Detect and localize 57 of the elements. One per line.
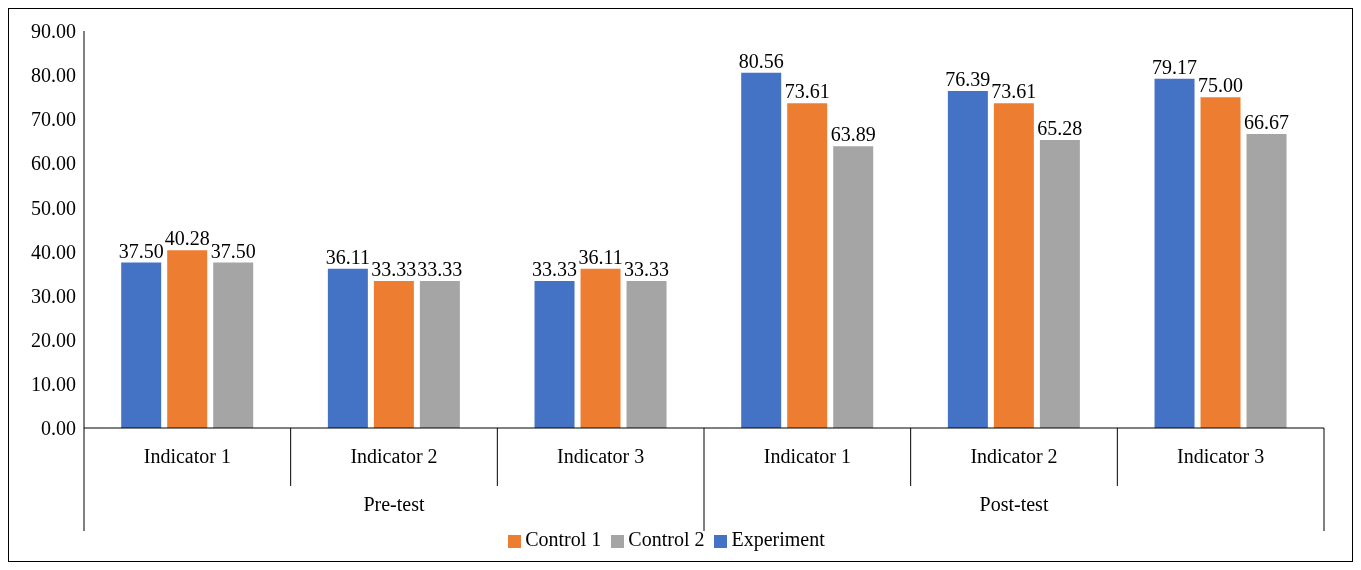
data-label: 40.28 <box>164 227 210 250</box>
bar <box>167 250 208 428</box>
data-label: 79.17 <box>1152 55 1198 78</box>
x-tick-label: Indicator 2 <box>970 445 1058 467</box>
bar <box>833 146 874 428</box>
bar <box>787 103 828 428</box>
text: Post-test <box>979 493 1049 515</box>
bar <box>580 268 621 428</box>
y-tick-label: 40.00 <box>31 240 76 263</box>
data-label: 65.28 <box>1037 117 1083 140</box>
data-label: 73.61 <box>991 80 1037 103</box>
bar <box>1200 97 1241 428</box>
data-label: 63.89 <box>830 123 876 146</box>
y-tick-label: 30.00 <box>31 284 76 307</box>
data-label: 73.61 <box>784 80 830 103</box>
data-label: 37.50 <box>210 239 256 262</box>
bar <box>121 262 162 428</box>
y-tick-label: 70.00 <box>31 108 76 131</box>
data-label: 76.39 <box>945 68 991 91</box>
data-label: 33.33 <box>532 257 578 280</box>
data-label: 33.33 <box>417 257 463 280</box>
x-tick-label: Indicator 1 <box>143 445 231 467</box>
bar <box>993 103 1034 428</box>
legend-label: Control 1 <box>525 528 602 550</box>
bar <box>1246 133 1287 428</box>
bar <box>947 91 988 428</box>
legend-label: Experiment <box>731 528 825 550</box>
data-label: 66.67 <box>1244 110 1290 133</box>
y-tick-label: 20.00 <box>31 328 76 351</box>
data-label: 80.56 <box>738 49 784 72</box>
bar <box>626 280 667 428</box>
data-label: 36.11 <box>578 245 623 268</box>
y-tick-label: 0.00 <box>41 417 76 440</box>
bar <box>213 262 254 428</box>
bar <box>534 280 575 428</box>
data-label: 37.50 <box>118 239 164 262</box>
y-tick-label: 10.00 <box>31 372 76 395</box>
bar <box>1154 78 1195 428</box>
data-label: 33.33 <box>371 257 417 280</box>
y-tick-label: 60.00 <box>31 152 76 175</box>
y-tick-label: 80.00 <box>31 64 76 87</box>
bar <box>419 280 460 428</box>
bar <box>741 72 782 428</box>
y-tick-label: 90.00 <box>31 20 76 43</box>
legend-label: Control 2 <box>628 528 705 550</box>
data-label: 36.11 <box>325 245 370 268</box>
text: Pre-test <box>363 493 425 515</box>
x-tick-label: Indicator 1 <box>763 445 851 467</box>
y-tick-label: 50.00 <box>31 196 76 219</box>
data-label: 33.33 <box>624 257 670 280</box>
bar <box>373 280 414 428</box>
data-label: 75.00 <box>1198 74 1244 97</box>
x-tick-label: Indicator 2 <box>350 445 438 467</box>
x-tick-label: Indicator 3 <box>1177 445 1265 467</box>
bar <box>1039 140 1080 428</box>
x-tick-label: Indicator 3 <box>557 445 645 467</box>
bar <box>327 268 368 428</box>
